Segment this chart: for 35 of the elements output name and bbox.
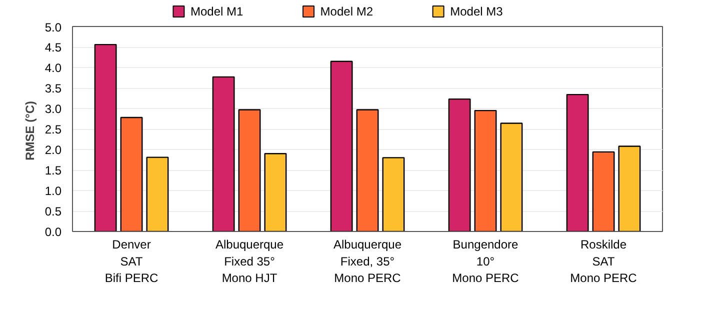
y-tick-label: 4.0 <box>44 61 62 75</box>
legend-label: Model M2 <box>320 4 374 18</box>
x-tick-label: Albuquerque Fixed, 35° Mono PERC <box>333 238 402 286</box>
bar <box>212 76 235 232</box>
bar <box>146 156 169 232</box>
bar <box>264 153 287 232</box>
bar <box>120 116 143 232</box>
bar <box>238 109 261 232</box>
bar <box>330 60 353 232</box>
y-tick-label: 0.0 <box>44 225 62 239</box>
bar <box>382 157 405 232</box>
bar <box>500 122 523 232</box>
bar <box>618 146 641 232</box>
y-tick-label: 3.5 <box>44 82 62 96</box>
legend-label: Model M1 <box>190 4 244 18</box>
x-tick-label: Denver SAT Bifi PERC <box>104 238 159 286</box>
bar <box>566 94 589 232</box>
y-tick-label: 3.0 <box>44 102 62 116</box>
bar <box>592 151 615 232</box>
x-tick-label: Roskilde SAT Mono PERC <box>570 238 638 286</box>
y-tick-label: 2.5 <box>44 122 62 136</box>
bar <box>356 109 379 232</box>
y-tick-label: 5.0 <box>44 20 62 34</box>
y-tick-label: 1.0 <box>44 184 62 198</box>
bar <box>474 110 497 232</box>
x-tick-label: Bungendore 10° Mono PERC <box>452 238 520 286</box>
x-tick-label: Albuquerque Fixed 35° Mono HJT <box>215 238 284 286</box>
y-tick-label: 1.5 <box>44 164 62 178</box>
legend-label: Model M3 <box>450 4 504 18</box>
bar <box>448 98 471 232</box>
y-tick-label: 0.5 <box>44 204 62 218</box>
y-tick-label: 4.5 <box>44 40 62 54</box>
y-axis-title: RMSE (°C) <box>22 100 37 160</box>
bar <box>94 44 117 232</box>
y-tick-label: 2.0 <box>44 143 62 157</box>
